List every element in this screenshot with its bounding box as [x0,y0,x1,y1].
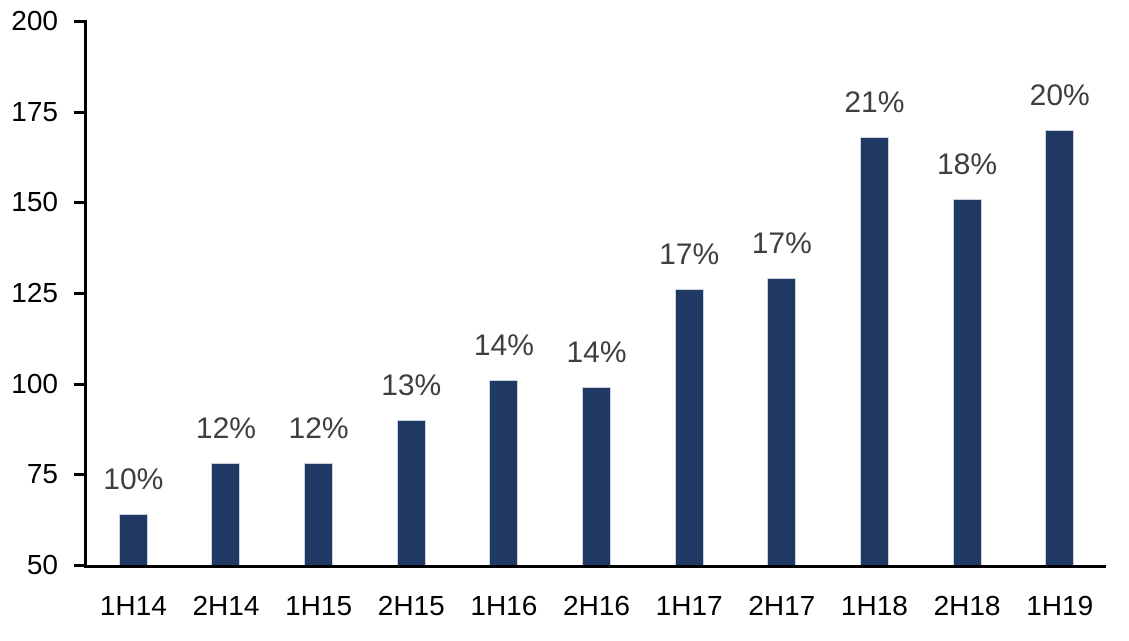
bar [859,137,889,565]
bar-value-label: 18% [937,147,998,181]
bar-value-label: 13% [381,368,442,402]
bar [211,463,241,565]
bar-value-label: 20% [1029,78,1090,112]
x-axis-label: 1H15 [285,590,353,621]
y-axis-tick-label: 100 [11,367,58,399]
bar [767,278,797,565]
x-axis-label: 2H15 [377,590,445,621]
bar [118,514,148,565]
bar-value-label: 10% [103,463,164,497]
y-axis-tick-mark [74,382,87,386]
x-axis-label: 1H19 [1026,590,1094,621]
x-axis-label: 1H14 [99,590,167,621]
bar [1045,129,1075,565]
bar [396,419,426,565]
x-axis-label: 2H14 [192,590,260,621]
x-axis-label: 2H16 [563,590,630,621]
x-axis-label: 2H18 [933,590,1001,621]
bar [582,387,611,565]
x-axis-label: 2H17 [748,590,816,621]
y-axis-tick-mark [74,473,87,477]
x-axis-line [84,565,1106,568]
y-axis-tick-mark [74,201,87,205]
x-axis-label: 1H18 [840,590,908,621]
y-axis-tick-label: 175 [11,95,58,127]
y-axis-tick-mark [74,564,87,567]
y-axis-tick-mark [74,110,87,114]
x-axis-label: 1H16 [470,590,538,621]
y-axis-tick-label: 50 [26,549,58,580]
bar-value-label: 17% [751,227,812,261]
y-axis-tick-label: 150 [11,186,58,218]
bar-value-label: 14% [566,336,627,370]
bar [304,463,334,565]
bar-value-label: 21% [844,86,905,120]
y-axis-tick-label: 75 [26,458,58,490]
bar-value-label: 17% [659,238,720,272]
x-axis-label: 1H17 [655,590,723,621]
y-axis-tick-label: 200 [11,5,58,36]
bar [489,380,519,565]
bar-value-label: 12% [288,412,349,446]
bar-value-label: 14% [473,329,534,363]
bar [952,198,982,565]
y-axis-tick-label: 125 [11,277,58,308]
y-axis-tick-mark [74,292,87,295]
bar [674,289,704,565]
bar-value-label: 12% [195,412,256,446]
y-axis-tick-mark [74,20,87,23]
